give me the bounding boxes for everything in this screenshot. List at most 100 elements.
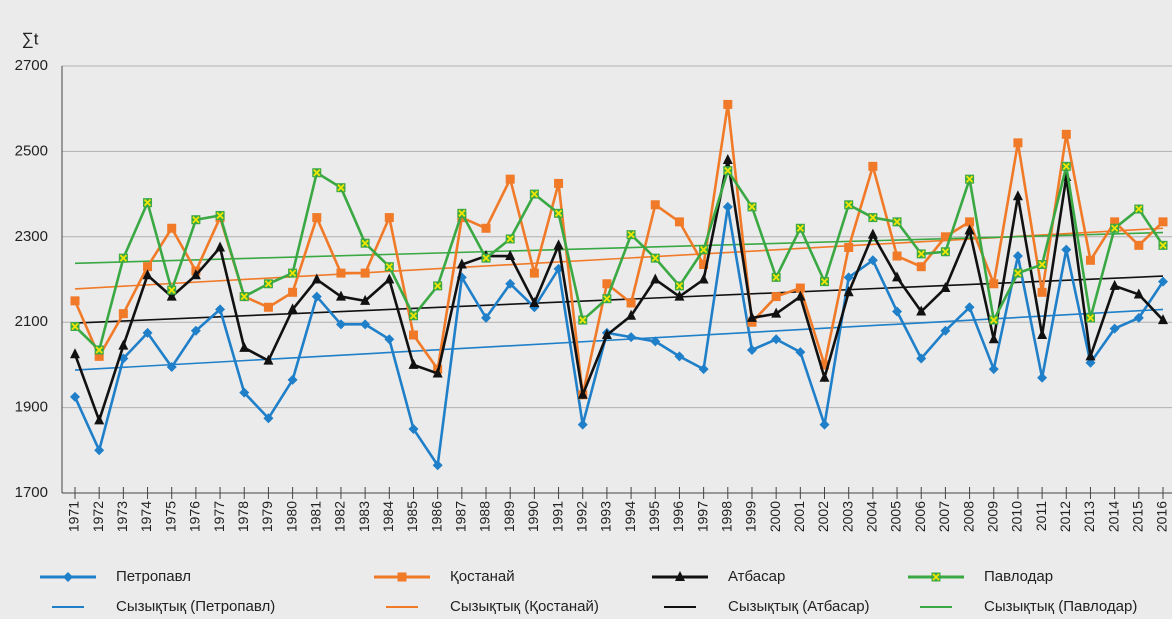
x-tick-label: 1981 [307, 501, 323, 532]
x-tick-label: 2002 [815, 501, 831, 532]
point [1061, 244, 1072, 255]
point [287, 303, 298, 314]
point-cross [1014, 269, 1022, 277]
point-cross [845, 201, 853, 209]
point [529, 268, 539, 278]
point [965, 217, 975, 227]
point [118, 309, 128, 319]
point [529, 296, 540, 307]
point [190, 325, 201, 336]
x-tick-label: 1980 [283, 501, 299, 532]
point [819, 419, 830, 430]
point-cross [240, 292, 248, 301]
series [70, 99, 1168, 400]
point [142, 269, 153, 280]
point [1133, 288, 1144, 299]
point [602, 279, 612, 289]
point [674, 217, 684, 227]
point [505, 278, 516, 289]
point [916, 305, 927, 316]
series-line [73, 104, 1164, 396]
point [892, 271, 903, 282]
series-line [74, 166, 1165, 353]
point-cross [264, 280, 273, 288]
point [384, 213, 394, 223]
point-cross [869, 213, 877, 222]
point-cross [1111, 224, 1119, 232]
point-cross [95, 346, 103, 354]
point [166, 362, 177, 373]
point [1085, 350, 1096, 361]
point-cross [651, 254, 659, 262]
point [1012, 251, 1023, 262]
point [384, 273, 395, 284]
point-cross [579, 316, 587, 324]
point [94, 445, 105, 456]
point-cross [603, 295, 611, 303]
legend-label: Сызықтық (Павлодар) [984, 598, 1137, 615]
point [843, 272, 854, 283]
point [1013, 138, 1023, 148]
point-cross [893, 218, 901, 226]
x-tick-label: 1984 [380, 501, 396, 532]
point [70, 391, 80, 402]
point-cross [1159, 241, 1167, 249]
point-cross [143, 199, 152, 207]
point [1061, 129, 1071, 139]
x-tick-label: 1997 [694, 501, 710, 532]
x-tick-label: 1991 [549, 501, 565, 532]
point-cross [337, 184, 345, 192]
x-tick-label: 1993 [598, 501, 614, 532]
point-cross [168, 286, 176, 294]
point [820, 360, 830, 370]
point [1158, 276, 1168, 287]
point [432, 367, 443, 378]
point [819, 371, 830, 382]
x-tick-label: 1972 [90, 501, 106, 532]
point [1158, 217, 1168, 227]
point [263, 302, 273, 312]
point [577, 419, 588, 430]
series-line [73, 159, 1164, 425]
point [360, 294, 371, 305]
point [1037, 372, 1048, 383]
point [312, 213, 322, 223]
point-cross [434, 282, 442, 290]
point [940, 232, 950, 242]
y-tick-label: 1900 [15, 399, 48, 416]
y-tick-label: 1700 [15, 484, 48, 501]
point [989, 279, 999, 289]
point-cross [361, 239, 369, 247]
y-tick-label: 2700 [15, 57, 48, 74]
point [771, 307, 782, 318]
point [746, 311, 757, 322]
y-tick-label: 2100 [15, 313, 48, 330]
point [771, 292, 781, 302]
point [747, 317, 757, 327]
point [1133, 312, 1144, 323]
x-tick-label: 2008 [960, 501, 976, 532]
point [481, 223, 491, 233]
point-cross [119, 254, 127, 262]
point [626, 298, 636, 308]
point [1037, 329, 1048, 340]
point [408, 330, 418, 340]
x-tick-label: 1978 [235, 501, 251, 532]
point [916, 353, 927, 364]
y-axis-label: ∑t [22, 29, 39, 48]
point [674, 351, 685, 362]
point-cross [965, 175, 974, 183]
point [746, 344, 757, 355]
point [166, 290, 177, 301]
x-tick-label: 1971 [66, 501, 82, 532]
x-tick-label: 1998 [719, 501, 735, 532]
point [311, 291, 322, 302]
point [1085, 255, 1095, 265]
point [771, 334, 782, 345]
x-tick-label: 1996 [670, 501, 686, 532]
y-tick-label: 2500 [15, 142, 48, 159]
point [674, 290, 685, 301]
legend-label: Қостанай [450, 568, 515, 585]
x-tick-label: 2007 [936, 501, 952, 532]
